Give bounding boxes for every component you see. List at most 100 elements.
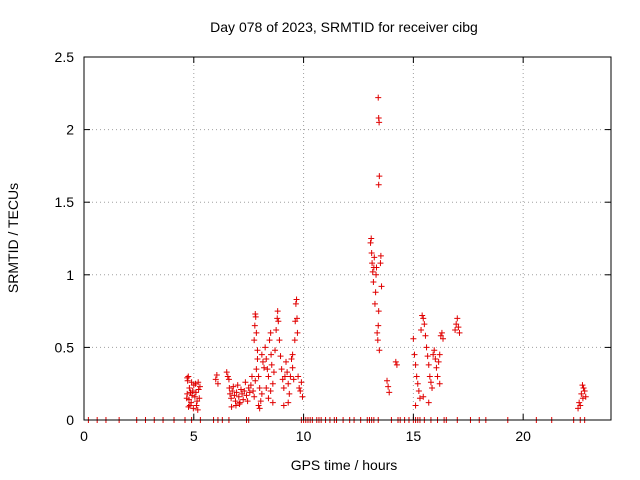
data-point-marker xyxy=(189,392,196,399)
data-point-marker xyxy=(456,329,463,336)
chart-title: Day 078 of 2023, SRMTID for receiver cib… xyxy=(210,19,478,35)
data-point-marker xyxy=(244,398,251,405)
data-point-marker xyxy=(230,383,237,390)
data-point-marker xyxy=(247,382,254,389)
data-point-marker xyxy=(257,398,264,405)
data-point-marker xyxy=(284,369,291,376)
data-point-marker xyxy=(258,390,265,397)
data-point-marker xyxy=(241,387,248,394)
data-point-marker xyxy=(385,383,392,390)
data-point-marker xyxy=(373,264,380,271)
data-point-marker xyxy=(225,376,232,383)
data-point-marker xyxy=(192,380,199,387)
data-point-marker xyxy=(375,181,382,188)
data-point-marker xyxy=(277,353,284,360)
data-point-marker xyxy=(440,335,447,342)
data-point-marker xyxy=(268,351,275,358)
data-point-marker xyxy=(246,389,253,396)
data-point-marker xyxy=(236,401,243,408)
data-point-marker xyxy=(286,390,293,397)
data-point-marker xyxy=(576,399,583,406)
data-point-marker xyxy=(386,389,393,396)
data-point-marker xyxy=(253,329,260,336)
data-point-marker xyxy=(294,329,301,336)
data-point-marker xyxy=(263,356,270,363)
data-point-marker xyxy=(418,326,425,333)
data-point-marker xyxy=(422,332,429,339)
data-point-marker xyxy=(226,385,233,392)
data-point-marker xyxy=(256,405,263,412)
data-point-marker xyxy=(421,321,428,328)
data-point-marker xyxy=(413,373,420,380)
axis-ticks: 0 5 10 15 20 0 0.5 1 1.5 2 2.5 xyxy=(55,49,611,444)
data-point-marker xyxy=(233,389,240,396)
data-point-marker xyxy=(265,395,272,402)
data-point-marker xyxy=(252,377,259,384)
data-point-marker xyxy=(258,351,265,358)
data-point-marker xyxy=(580,385,587,392)
data-point-marker xyxy=(419,312,426,319)
data-point-marker xyxy=(212,376,219,383)
data-point-marker xyxy=(243,392,250,399)
data-point-marker xyxy=(290,376,297,383)
data-point-marker xyxy=(376,173,383,180)
data-point-marker xyxy=(392,358,399,365)
data-point-marker xyxy=(384,377,391,384)
data-point-marker xyxy=(250,387,257,394)
x-tick-label: 5 xyxy=(190,428,198,444)
data-point-marker xyxy=(283,358,290,365)
data-point-marker xyxy=(253,366,260,373)
data-point-marker xyxy=(291,337,298,344)
y-tick-label: 0.5 xyxy=(55,339,75,355)
data-point-marker xyxy=(375,322,382,329)
data-point-marker xyxy=(269,399,276,406)
data-point-marker xyxy=(185,403,192,410)
grid-lines xyxy=(84,57,611,420)
data-point-marker xyxy=(410,335,417,342)
data-point-marker xyxy=(234,382,241,389)
data-point-marker xyxy=(276,337,283,344)
data-point-marker xyxy=(285,380,292,387)
data-point-marker xyxy=(254,347,261,354)
data-point-marker xyxy=(581,387,588,394)
data-point-marker xyxy=(196,395,203,402)
data-point-marker xyxy=(367,239,374,246)
data-point-marker xyxy=(299,393,306,400)
y-tick-label: 0 xyxy=(66,412,74,428)
data-point-marker xyxy=(368,235,375,242)
data-point-marker xyxy=(259,358,266,365)
data-point-marker xyxy=(296,385,303,392)
data-point-marker xyxy=(375,308,382,315)
data-point-marker xyxy=(235,393,242,400)
data-point-marker xyxy=(261,364,268,371)
data-point-marker xyxy=(292,300,299,307)
data-point-marker xyxy=(186,385,193,392)
data-point-marker xyxy=(275,318,282,325)
data-point-marker xyxy=(194,406,201,413)
data-point-marker xyxy=(214,380,221,387)
data-point-marker xyxy=(393,361,400,368)
data-point-marker xyxy=(376,347,383,354)
data-point-marker xyxy=(293,315,300,322)
data-point-marker xyxy=(228,395,235,402)
data-point-marker xyxy=(412,402,419,409)
data-point-marker xyxy=(431,347,438,354)
data-point-marker xyxy=(289,364,296,371)
data-point-marker xyxy=(223,369,230,376)
data-point-marker xyxy=(414,380,421,387)
data-point-marker xyxy=(248,373,255,380)
data-point-marker xyxy=(430,351,437,358)
data-point-marker xyxy=(193,402,200,409)
data-point-marker xyxy=(420,315,427,322)
data-point-marker xyxy=(435,358,442,365)
data-point-marker xyxy=(287,373,294,380)
data-point-marker xyxy=(295,373,302,380)
x-tick-label: 15 xyxy=(406,428,422,444)
data-point-marker xyxy=(454,315,461,322)
data-point-marker xyxy=(436,380,443,387)
data-point-marker xyxy=(273,326,280,333)
data-point-marker xyxy=(293,296,300,303)
data-point-marker xyxy=(420,393,427,400)
